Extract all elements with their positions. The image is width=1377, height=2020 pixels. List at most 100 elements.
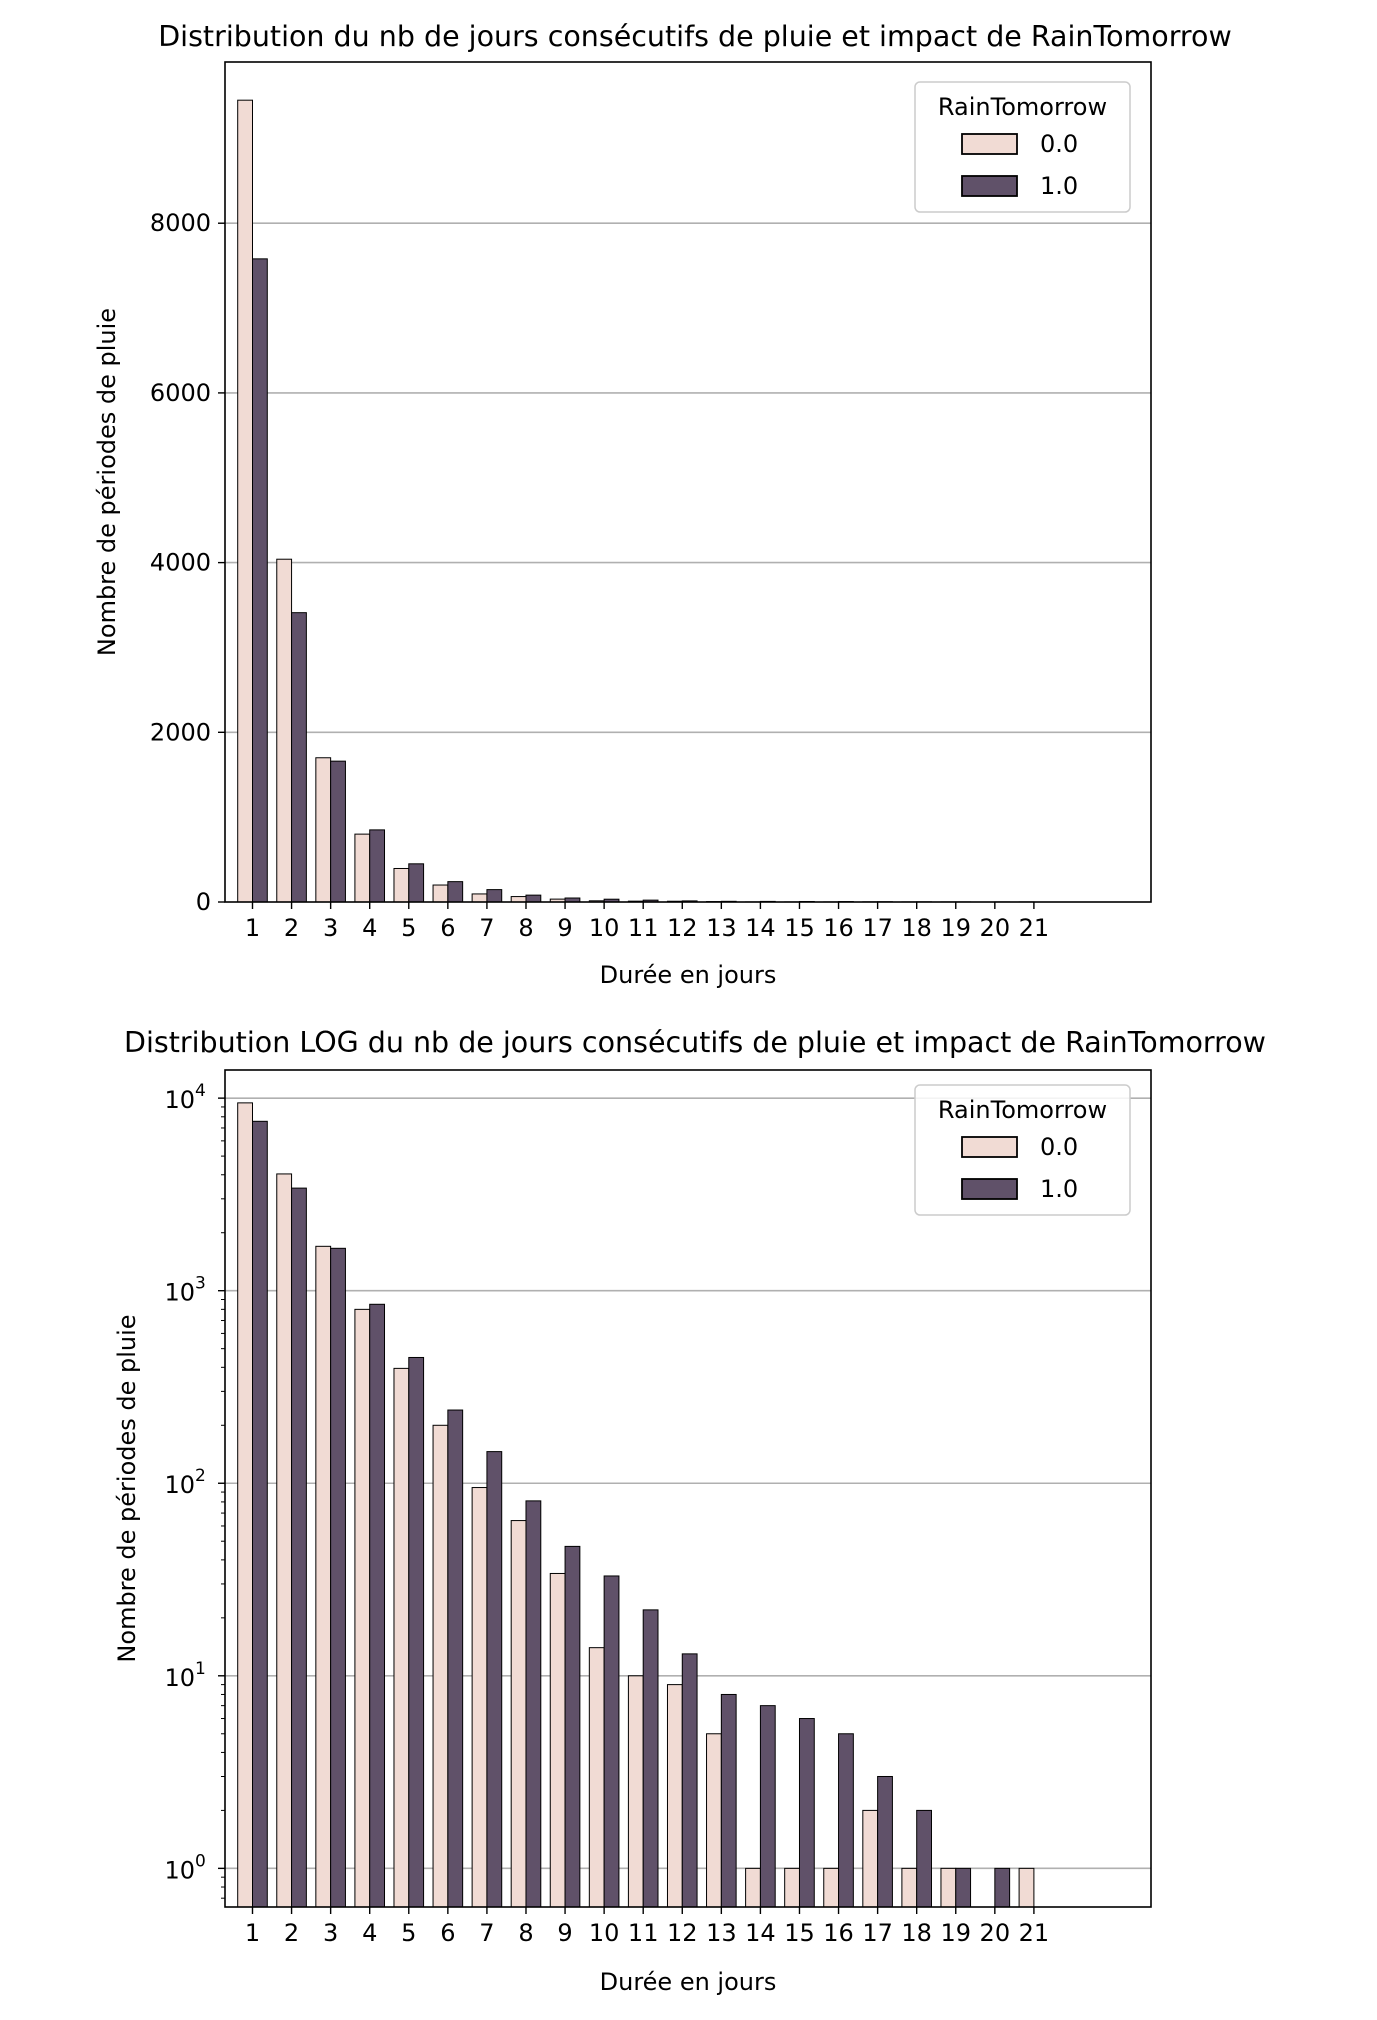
- y-tick-label: 10 4: [164, 1081, 205, 1114]
- x-axis-label: Durée en jours: [600, 1968, 777, 1996]
- y-tick-label: 10 3: [164, 1274, 205, 1307]
- bar-1-0-17: [877, 1775, 893, 1908]
- y-axis-label: Nombre de périodes de pluie: [93, 308, 121, 656]
- x-tick-label: 15: [784, 1919, 815, 1947]
- bar-0-0-7: [471, 893, 488, 903]
- x-tick-label: 12: [667, 914, 698, 942]
- y-tick-label: 0: [196, 888, 211, 916]
- bar-0-0-18: [901, 1867, 918, 1908]
- bar-1-0-12: [681, 1653, 698, 1908]
- bar-0-0-3: [315, 1245, 332, 1908]
- legend-label-0-0: 0.0: [1040, 130, 1078, 158]
- plot-frame: [224, 61, 1152, 903]
- x-tick-label: 15: [784, 914, 815, 942]
- x-tick-label: 13: [706, 1919, 737, 1947]
- bar-0-0-21: [1018, 1867, 1035, 1908]
- bar-0-0-8: [510, 1520, 527, 1908]
- y-tick-base: 10: [164, 1664, 195, 1692]
- bar-0-0-3: [315, 757, 332, 903]
- x-tick-label: 4: [362, 914, 377, 942]
- x-tick-label: 6: [440, 914, 455, 942]
- y-tick-exponent: 2: [195, 1466, 206, 1486]
- x-tick-label: 18: [901, 1919, 932, 1947]
- bar-1-0-5: [408, 863, 425, 903]
- bar-0-0-6: [432, 1424, 449, 1908]
- x-tick-label: 9: [557, 1919, 572, 1947]
- bar-1-0-4: [369, 829, 386, 903]
- bar-0-0-13: [706, 1733, 722, 1908]
- x-tick-label: 8: [518, 914, 533, 942]
- x-tick-label: 5: [401, 914, 416, 942]
- chart-1: 1 2 3 4 5 6 7 8 9 10 11 12 13 14 15 16 17 18 19 20 210200040…: [93, 20, 1232, 989]
- x-tick-label: 11: [628, 914, 659, 942]
- y-tick-base: 10: [164, 1856, 195, 1884]
- bar-1-0-6: [447, 1409, 464, 1908]
- y-tick-label: 10 2: [164, 1466, 205, 1499]
- legend-label-1-0: 1.0: [1040, 1175, 1078, 1203]
- x-tick-label: 13: [706, 914, 737, 942]
- bar-1-0-15: [798, 1718, 815, 1908]
- y-tick-label: 10 1: [164, 1659, 205, 1692]
- bar-0-0-4: [354, 1308, 371, 1908]
- y-tick-exponent: 0: [195, 1851, 206, 1871]
- bar-0-0-5: [393, 1367, 410, 1908]
- plot-frame: [224, 1069, 1152, 1908]
- y-axis-label: Nombre de périodes de pluie: [113, 1314, 141, 1662]
- legend: RainTomorrow 0.0 1.0: [914, 81, 1131, 213]
- bar-1-0-13: [720, 1693, 737, 1908]
- legend: RainTomorrow 0.0 1.0: [914, 1084, 1131, 1216]
- bar-1-0-20: [994, 1867, 1011, 1908]
- bar-1-0-7: [486, 1451, 503, 1908]
- x-tick-label: 20: [980, 1919, 1011, 1947]
- x-tick-label: 8: [518, 1919, 533, 1947]
- bar-1-0-16: [838, 1733, 854, 1908]
- bar-1-0-4: [369, 1303, 386, 1908]
- x-tick-label: 2: [284, 914, 299, 942]
- x-tick-label: 5: [401, 1919, 416, 1947]
- legend-label-0-0: 0.0: [1040, 1133, 1078, 1161]
- x-tick-label: 16: [823, 1919, 854, 1947]
- bar-1-0-8: [525, 1500, 542, 1908]
- bar-0-0-5: [393, 867, 410, 903]
- x-tick-label: 1: [245, 914, 260, 942]
- legend-title: RainTomorrow: [938, 93, 1107, 121]
- bar-0-0-19: [940, 1867, 957, 1908]
- x-tick-label: 17: [862, 914, 893, 942]
- bar-1-0-19: [955, 1867, 972, 1908]
- x-tick-label: 1: [245, 1919, 260, 1947]
- bar-0-0-2: [276, 1173, 293, 1908]
- bar-1-0-7: [486, 889, 503, 903]
- bar-0-0-9: [549, 1572, 566, 1908]
- y-tick-exponent: 3: [195, 1274, 206, 1294]
- x-tick-label: 6: [440, 1919, 455, 1947]
- x-tick-label: 3: [323, 1919, 338, 1947]
- y-tick-label: 10 0: [164, 1851, 205, 1884]
- bar-0-0-14: [745, 1867, 761, 1908]
- x-tick-label: 19: [940, 1919, 971, 1947]
- y-tick-label: 8000: [150, 209, 211, 237]
- x-tick-label: 20: [980, 914, 1011, 942]
- legend-swatch-0-0: [961, 133, 1018, 155]
- bar-1-0-14: [759, 1705, 776, 1908]
- x-tick-label: 14: [745, 1919, 776, 1947]
- bar-0-0-11: [627, 1675, 644, 1908]
- x-tick-label: 7: [479, 1919, 494, 1947]
- legend-title: RainTomorrow: [938, 1096, 1107, 1124]
- x-tick-label: 10: [589, 914, 620, 942]
- x-tick-label: 3: [323, 914, 338, 942]
- legend-swatch-0-0: [961, 1136, 1018, 1158]
- bar-1-0-8: [525, 894, 542, 903]
- bar-1-0-18: [916, 1809, 932, 1908]
- bar-1-0-10: [603, 1575, 620, 1908]
- x-tick-label: 21: [1019, 1919, 1050, 1947]
- bar-0-0-8: [510, 896, 527, 903]
- x-tick-label: 10: [589, 1919, 620, 1947]
- bar-0-0-15: [784, 1867, 800, 1908]
- x-tick-label: 12: [667, 1919, 698, 1947]
- bar-0-0-4: [354, 833, 371, 903]
- y-tick-label: 6000: [150, 379, 211, 407]
- bar-1-0-6: [447, 881, 464, 903]
- bar-1-0-11: [642, 1609, 659, 1908]
